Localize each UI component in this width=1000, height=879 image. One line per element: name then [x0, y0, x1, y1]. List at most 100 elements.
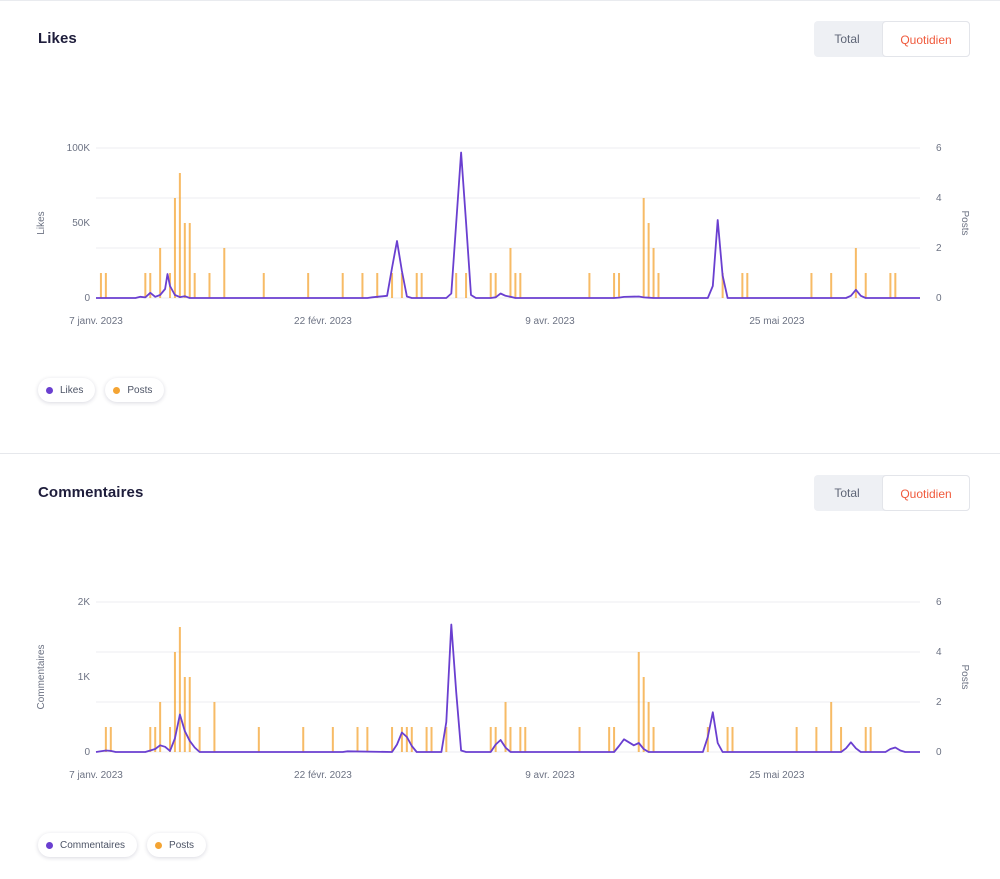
posts-bar — [726, 727, 729, 752]
x-tick-label: 9 avr. 2023 — [525, 316, 575, 327]
x-tick-label: 7 janv. 2023 — [69, 770, 123, 781]
posts-bar — [445, 727, 448, 752]
legend-dot-comments — [46, 841, 53, 849]
posts-bar — [864, 273, 867, 298]
y-tick-label: 0 — [84, 293, 90, 304]
posts-bar — [647, 702, 650, 752]
likes-total-button[interactable]: Total — [834, 32, 860, 46]
posts-bar — [99, 273, 102, 298]
posts-bar — [741, 273, 744, 298]
legend-dot-posts — [113, 386, 121, 394]
posts-bar — [104, 273, 107, 298]
posts-bar — [642, 677, 645, 752]
x-tick-label: 7 janv. 2023 — [69, 316, 123, 327]
posts-bar — [159, 248, 162, 298]
posts-bar — [169, 727, 172, 752]
posts-bar — [213, 702, 216, 752]
posts-bar — [455, 273, 458, 298]
likes-daily-button[interactable]: Quotidien — [882, 21, 970, 57]
posts-bar — [400, 727, 403, 752]
posts-bar — [415, 273, 418, 298]
posts-bar — [815, 727, 818, 752]
legend-label-likes: Likes — [60, 384, 84, 396]
posts-bar — [183, 223, 186, 298]
posts-bar — [188, 677, 191, 752]
comments-daily-button[interactable]: Quotidien — [882, 475, 970, 511]
posts-bar — [613, 273, 616, 298]
posts-bar — [173, 652, 176, 752]
posts-bar — [618, 273, 621, 298]
y2-axis-title: Posts — [959, 664, 970, 689]
posts-bar — [173, 198, 176, 298]
posts-bar — [578, 727, 581, 752]
posts-bar — [721, 273, 724, 298]
posts-bar — [854, 248, 857, 298]
posts-bar — [302, 727, 305, 752]
y2-tick-label: 4 — [936, 193, 942, 204]
comments-legend: Commentaires Posts — [38, 833, 207, 857]
posts-bar — [376, 273, 379, 298]
posts-bar — [731, 727, 734, 752]
posts-bar — [652, 248, 655, 298]
x-tick-label: 25 mai 2023 — [749, 316, 804, 327]
x-tick-label: 25 mai 2023 — [749, 770, 804, 781]
y2-tick-label: 0 — [936, 747, 942, 758]
y2-tick-label: 2 — [936, 243, 942, 254]
posts-bar — [864, 727, 867, 752]
comments-panel: Commentaires Total Quotidien 0 1K 2K 0 2 4 6 7 … — [0, 455, 1000, 879]
y-tick-label: 0 — [84, 747, 90, 758]
posts-bar — [889, 273, 892, 298]
posts-bar — [519, 273, 522, 298]
posts-bar — [183, 677, 186, 752]
posts-bar — [109, 727, 112, 752]
y2-axis-title: Posts — [959, 210, 970, 235]
posts-bar — [869, 727, 872, 752]
posts-bar — [746, 273, 749, 298]
posts-bar — [642, 198, 645, 298]
legend-label-posts: Posts — [169, 839, 195, 851]
posts-bar — [494, 273, 497, 298]
posts-bar — [331, 727, 334, 752]
posts-bar — [223, 248, 226, 298]
posts-bar — [504, 702, 507, 752]
comments-total-button[interactable]: Total — [834, 486, 860, 500]
posts-bar — [410, 727, 413, 752]
posts-bar — [608, 727, 611, 752]
likes-view-toggle: Total Quotidien — [814, 21, 970, 57]
posts-bar — [356, 727, 359, 752]
legend-item-likes[interactable]: Likes — [38, 378, 96, 402]
posts-bar — [159, 702, 162, 752]
legend-label-posts: Posts — [127, 384, 153, 396]
posts-bar — [489, 727, 492, 752]
panel-divider — [0, 453, 1000, 454]
legend-item-posts[interactable]: Posts — [147, 833, 207, 857]
posts-bar — [262, 273, 265, 298]
posts-bar — [810, 273, 813, 298]
y-tick-label: 2K — [78, 597, 91, 608]
posts-bar — [178, 627, 181, 752]
posts-bar — [613, 727, 616, 752]
posts-bar — [154, 727, 157, 752]
legend-dot-posts — [155, 841, 163, 849]
legend-item-comments[interactable]: Commentaires — [38, 833, 138, 857]
posts-bar — [307, 273, 310, 298]
legend-item-posts[interactable]: Posts — [105, 378, 165, 402]
posts-bar — [405, 727, 408, 752]
likes-line — [96, 151, 920, 299]
comments-line — [95, 623, 920, 753]
posts-bar — [830, 273, 833, 298]
y-tick-label: 1K — [78, 672, 91, 683]
posts-bar — [465, 273, 468, 298]
posts-bar — [652, 727, 655, 752]
posts-bar — [149, 273, 152, 298]
posts-bar — [104, 727, 107, 752]
likes-legend: Likes Posts — [38, 378, 165, 402]
likes-panel-title: Likes — [38, 30, 77, 47]
top-border — [0, 0, 1000, 1]
posts-bar — [489, 273, 492, 298]
posts-bar — [391, 727, 394, 752]
posts-bar — [341, 273, 344, 298]
comments-chart: 0 1K 2K 0 2 4 6 7 janv. 2023 22 févr. 2023 9 avr.… — [36, 597, 970, 781]
posts-bar — [509, 248, 512, 298]
comments-view-toggle: Total Quotidien — [814, 475, 970, 511]
